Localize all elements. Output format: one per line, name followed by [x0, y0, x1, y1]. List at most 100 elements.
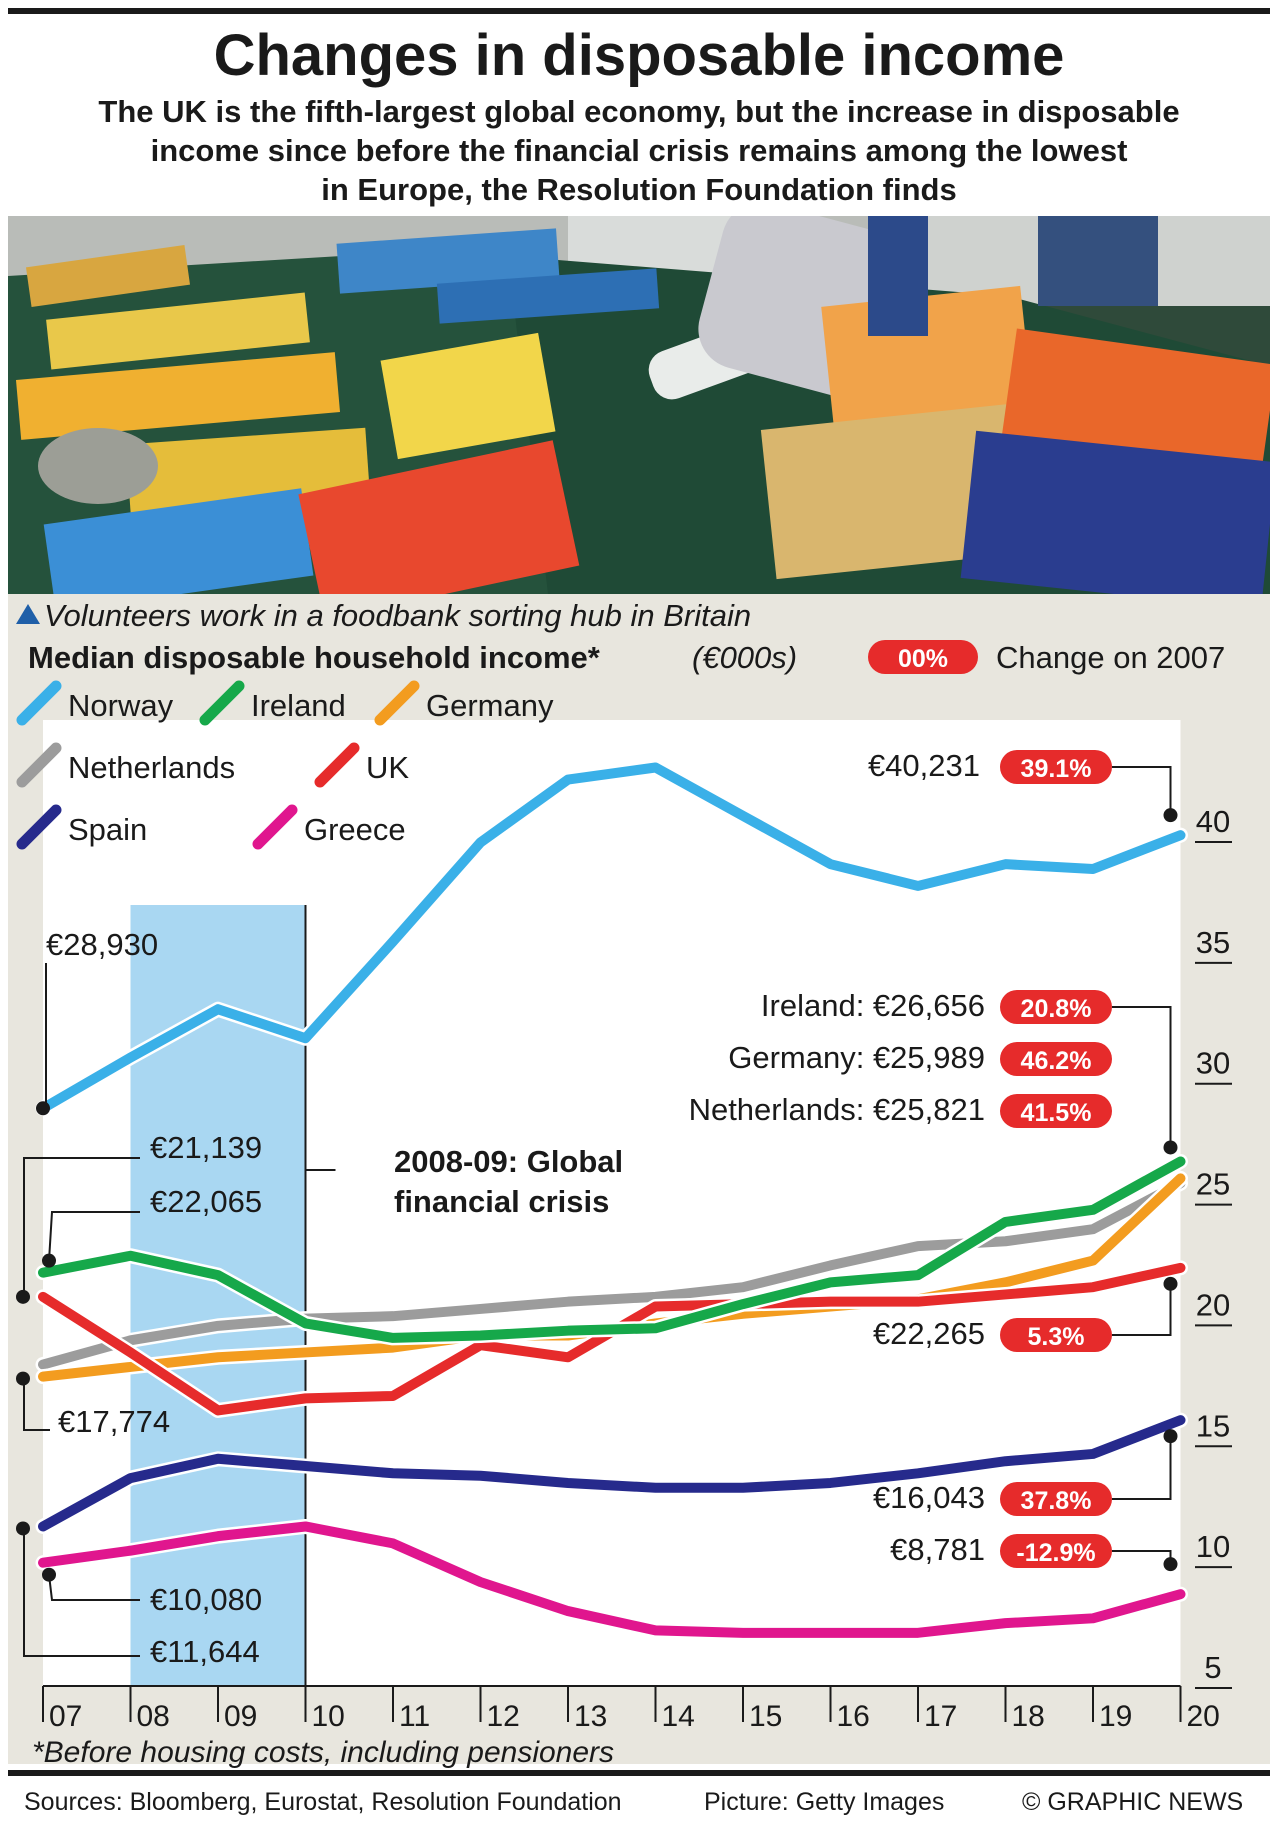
change-badge-spain [1000, 1482, 1112, 1516]
series-line-greece [38, 1521, 1186, 1638]
legend-label-spain: Spain [68, 812, 147, 847]
end-label-dot [1163, 808, 1178, 823]
change-badge-text-ireland: 20.8% [1021, 995, 1092, 1023]
foodbank-photo [8, 216, 1270, 594]
x-tick-label: 07 [49, 1700, 82, 1733]
end-label-leader [1112, 1006, 1172, 1148]
change-badge-ireland [1000, 990, 1112, 1024]
legend-label-germany: Germany [426, 688, 554, 723]
legend-swatch-uk [314, 742, 360, 788]
x-tick-label: 14 [662, 1700, 695, 1733]
change-badge-text-spain: 37.8% [1021, 1487, 1092, 1515]
copyright-credit: © GRAPHIC NEWS [1022, 1788, 1244, 1816]
x-tick-label: 20 [1187, 1700, 1220, 1733]
y-tick-label: 15 [1196, 1408, 1230, 1443]
start-label-uk: €21,139 [150, 1130, 262, 1165]
series-line-norway [38, 762, 1186, 1114]
series-line-spain [38, 1415, 1186, 1532]
end-label-germany: Germany: €25,989 [728, 1040, 985, 1075]
photo-caption: Volunteers work in a foodbank sorting hu… [16, 598, 751, 634]
end-label-leader [1112, 1436, 1172, 1500]
y-tick-label: 10 [1196, 1529, 1230, 1564]
start-label-leader [48, 1574, 140, 1601]
x-tick-label: 10 [312, 1700, 345, 1733]
photo-caption-text: Volunteers work in a foodbank sorting hu… [44, 598, 752, 633]
x-tick-label: 17 [924, 1700, 957, 1733]
x-tick-label: 12 [487, 1700, 520, 1733]
legend-label-uk: UK [366, 750, 409, 785]
start-label-dot [16, 1289, 30, 1304]
x-tick-label: 08 [137, 1700, 170, 1733]
subtitle: The UK is the fifth-largest global econo… [0, 92, 1278, 209]
change-badge-text-germany: 46.2% [1021, 1047, 1092, 1075]
start-label-dot [36, 1101, 50, 1116]
legend-change-label: Change on 2007 [996, 640, 1225, 675]
start-label-greece: €10,080 [150, 1582, 262, 1617]
x-tick-label: 11 [399, 1700, 430, 1733]
start-label-spain: €11,644 [150, 1634, 260, 1669]
y-tick-label: 20 [1196, 1287, 1230, 1322]
start-label-norway: €28,930 [46, 927, 158, 962]
end-label-dot [1163, 1429, 1178, 1444]
series-line-netherlands [38, 1178, 1186, 1370]
change-badge-netherlands [1000, 1094, 1112, 1128]
end-label-netherlands: Netherlands: €25,821 [689, 1092, 985, 1127]
change-badge-text-norway: 39.1% [1021, 755, 1092, 783]
crisis-label-line: 2008-09: Global [394, 1144, 623, 1179]
legend-change-badge [868, 640, 978, 674]
start-label-dot [42, 1253, 56, 1268]
legend-change-badge-text: 00% [898, 645, 948, 673]
x-tick-label: 19 [1099, 1700, 1132, 1733]
footer: Sources: Bloomberg, Eurostat, Resolution… [24, 1788, 1243, 1817]
change-badge-germany [1000, 1042, 1112, 1076]
start-label-dot [16, 1521, 30, 1536]
top-rule [8, 8, 1270, 14]
picture-credit: Picture: Getty Images [704, 1788, 945, 1816]
legend-swatch-spain [16, 804, 62, 850]
change-badge-greece [1000, 1534, 1112, 1568]
change-badge-text-netherlands: 41.5% [1021, 1099, 1092, 1127]
change-badge-uk [1000, 1318, 1112, 1352]
start-label-dot [42, 1567, 56, 1582]
sources-credit: Sources: Bloomberg, Eurostat, Resolution… [24, 1788, 622, 1816]
x-tick-label: 16 [837, 1700, 870, 1733]
start-label-leader [48, 1211, 140, 1261]
x-tick-label: 09 [224, 1700, 257, 1733]
legend-label-ireland: Ireland [251, 688, 346, 723]
x-tick-label: 13 [574, 1700, 607, 1733]
end-label-dot [1163, 1140, 1178, 1155]
footer-rule [8, 1770, 1270, 1776]
series-line-ireland [38, 1156, 1186, 1343]
y-tick-label: 25 [1196, 1167, 1230, 1202]
start-label-dot [16, 1371, 30, 1386]
start-label-ireland: €22,065 [150, 1184, 262, 1219]
subtitle-line: in Europe, the Resolution Foundation fin… [321, 172, 957, 207]
subtitle-line: income since before the financial crisis… [150, 133, 1128, 168]
legend-label-netherlands: Netherlands [68, 750, 235, 785]
chart-ylabel: (€000s) [692, 640, 797, 675]
start-label-germany: €17,774 [58, 1404, 170, 1439]
legend-swatch-germany [374, 680, 420, 726]
end-label-spain: €16,043 [873, 1480, 985, 1515]
end-label-greece: €8,781 [890, 1532, 985, 1567]
legend-swatch-ireland [199, 680, 245, 726]
legend-swatch-norway [16, 680, 62, 726]
y-tick-label: 30 [1196, 1046, 1230, 1081]
legend-label-greece: Greece [304, 812, 406, 847]
change-badge-text-uk: 5.3% [1028, 1323, 1085, 1351]
end-label-dot [1163, 1557, 1178, 1572]
end-label-norway: €40,231 [868, 748, 980, 783]
y-tick-label: 5 [1204, 1650, 1221, 1685]
legend-label-norway: Norway [68, 688, 174, 723]
y-tick-label: 35 [1196, 925, 1230, 960]
legend-swatch-greece [252, 804, 298, 850]
crisis-label-line: financial crisis [394, 1184, 609, 1219]
page-title: Changes in disposable income [213, 23, 1065, 88]
footnote: *Before housing costs, including pension… [32, 1736, 615, 1769]
x-tick-label: 15 [749, 1700, 782, 1733]
caption-triangle-icon [16, 604, 40, 624]
change-badge-norway [1000, 750, 1112, 784]
y-tick-label: 40 [1196, 804, 1230, 839]
subtitle-line: The UK is the fifth-largest global econo… [98, 94, 1180, 129]
